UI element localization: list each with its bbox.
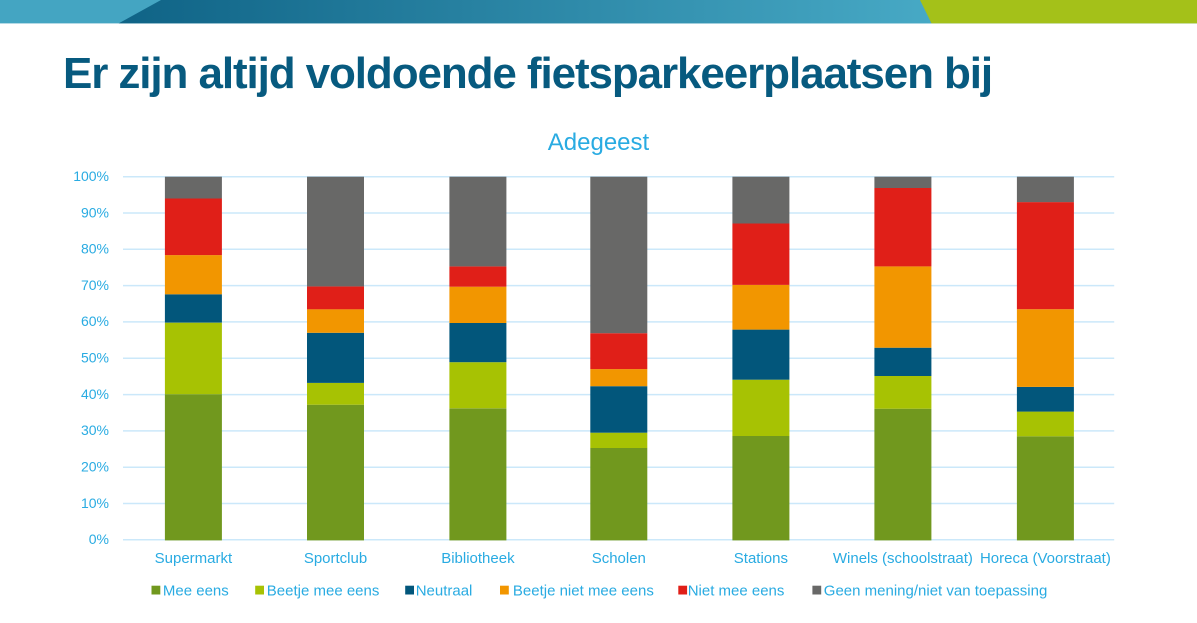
svg-text:70%: 70% bbox=[81, 277, 109, 293]
svg-text:50%: 50% bbox=[81, 350, 109, 366]
svg-text:40%: 40% bbox=[81, 386, 109, 402]
svg-text:Beetje mee eens: Beetje mee eens bbox=[267, 583, 380, 600]
svg-text:60%: 60% bbox=[81, 313, 109, 329]
svg-text:90%: 90% bbox=[81, 204, 109, 220]
svg-text:30%: 30% bbox=[81, 422, 109, 438]
svg-text:Niet mee eens: Niet mee eens bbox=[688, 583, 785, 600]
svg-text:20%: 20% bbox=[81, 459, 109, 475]
svg-text:Geen mening/niet van toepassin: Geen mening/niet van toepassing bbox=[824, 583, 1047, 600]
svg-text:Sportclub: Sportclub bbox=[304, 550, 367, 567]
svg-text:Stations: Stations bbox=[734, 550, 788, 567]
svg-text:10%: 10% bbox=[81, 495, 109, 511]
svg-text:Neutraal: Neutraal bbox=[416, 583, 473, 600]
svg-text:Bibliotheek: Bibliotheek bbox=[441, 550, 515, 567]
svg-text:100%: 100% bbox=[73, 168, 109, 184]
svg-text:Horeca (Voorstraat): Horeca (Voorstraat) bbox=[980, 550, 1111, 567]
svg-text:80%: 80% bbox=[81, 241, 109, 257]
svg-text:Mee eens: Mee eens bbox=[163, 583, 229, 600]
svg-text:Winels (schoolstraat): Winels (schoolstraat) bbox=[833, 550, 973, 567]
svg-text:Scholen: Scholen bbox=[592, 550, 646, 567]
svg-text:Supermarkt: Supermarkt bbox=[155, 550, 233, 567]
svg-text:Beetje niet mee eens: Beetje niet mee eens bbox=[513, 583, 654, 600]
svg-text:0%: 0% bbox=[89, 531, 109, 547]
